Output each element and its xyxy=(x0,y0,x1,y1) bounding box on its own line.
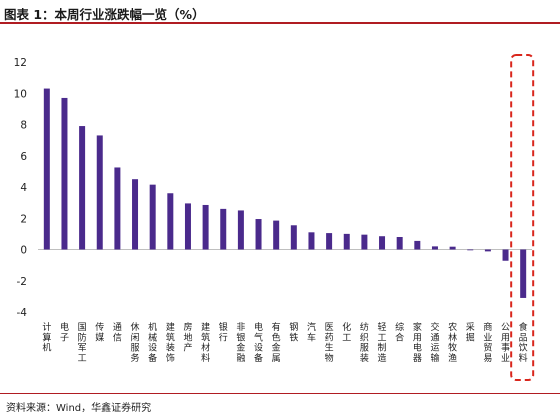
source-divider xyxy=(0,393,560,394)
category-label: 计算机 xyxy=(42,321,51,354)
category-label: 非银金融 xyxy=(236,321,245,364)
industry-change-bar-chart: -4 -2 0 2 4 6 8 10 12 计算机电子国防军工传媒通信休闲服务机械设备建筑装饰房地… xyxy=(14,54,535,381)
bar-建筑装饰 xyxy=(167,193,174,250)
y-tick-label: 4 xyxy=(20,182,27,194)
bar-休闲服务 xyxy=(132,179,139,250)
category-label: 建筑装饰 xyxy=(166,321,175,364)
category-label: 医药生物 xyxy=(325,322,334,364)
category-label: 综合 xyxy=(395,321,404,343)
category-label: 汽车 xyxy=(307,321,316,343)
category-label: 银行 xyxy=(219,321,228,343)
bar-银行 xyxy=(220,208,227,250)
category-label: 商业贸易 xyxy=(483,321,492,364)
category-label: 机械设备 xyxy=(148,321,157,364)
y-tick-label: 12 xyxy=(14,57,27,69)
bar-房地产 xyxy=(184,203,191,250)
y-tick-label: 2 xyxy=(20,213,27,225)
category-label: 纺织服装 xyxy=(360,321,369,364)
category-label: 公用事业 xyxy=(501,322,510,364)
category-label: 钢铁 xyxy=(289,321,298,343)
bar-国防军工 xyxy=(79,126,86,250)
figure-header: 图表 1：本周行业涨跌幅一览（%） xyxy=(0,0,560,26)
category-label: 通信 xyxy=(113,322,122,343)
category-label: 建筑材料 xyxy=(201,321,210,364)
category-label: 农林牧渔 xyxy=(448,321,457,364)
category-label: 传媒 xyxy=(95,321,104,343)
bar-商业贸易 xyxy=(484,249,491,252)
bar-家用电器 xyxy=(414,240,421,250)
bar-钢铁 xyxy=(290,225,297,250)
bar-医药生物 xyxy=(326,233,333,250)
bar-电气设备 xyxy=(255,219,262,250)
highlight-box xyxy=(510,54,535,381)
bar-电子 xyxy=(61,97,68,250)
category-label: 轻工制造 xyxy=(378,321,387,364)
category-label: 电气设备 xyxy=(254,321,263,364)
figure-title: 图表 1：本周行业涨跌幅一览（%） xyxy=(4,7,205,22)
bar-机械设备 xyxy=(149,184,156,250)
bar-有色金属 xyxy=(273,220,280,250)
category-label: 家用电器 xyxy=(413,321,422,364)
category-label: 有色金属 xyxy=(272,321,281,364)
source-note: 资料来源：Wind，华鑫证券研究 xyxy=(6,403,152,414)
y-tick-label: 8 xyxy=(20,120,27,132)
title-divider xyxy=(0,22,560,24)
y-tick-label: 0 xyxy=(20,245,27,257)
category-label: 休闲服务 xyxy=(131,321,140,364)
bar-建筑材料 xyxy=(202,204,209,250)
bar-轻工制造 xyxy=(379,236,386,250)
bar-化工 xyxy=(343,233,350,250)
category-label: 采掘 xyxy=(466,322,475,343)
bar-交通运输 xyxy=(431,246,438,250)
bar-公用事业 xyxy=(502,249,509,261)
category-label: 房地产 xyxy=(183,321,192,354)
category-label: 国防军工 xyxy=(78,322,87,364)
category-label: 化工 xyxy=(342,321,351,343)
bar-食品饮料 xyxy=(520,249,527,298)
bar-计算机 xyxy=(43,88,50,250)
bar-汽车 xyxy=(308,232,315,250)
category-label: 食品饮料 xyxy=(519,321,528,364)
bar-综合 xyxy=(396,237,403,250)
bar-农林牧渔 xyxy=(449,246,456,250)
category-label: 交通运输 xyxy=(430,321,439,364)
y-tick-label: -4 xyxy=(17,307,28,319)
bar-通信 xyxy=(114,167,121,250)
bar-非银金融 xyxy=(237,210,244,250)
category-label: 电子 xyxy=(60,321,69,343)
bar-纺织服装 xyxy=(361,234,368,250)
bar-采掘 xyxy=(467,249,474,251)
y-tick-label: -2 xyxy=(17,276,27,288)
y-tick-label: 10 xyxy=(14,88,27,100)
y-tick-label: 6 xyxy=(20,151,27,163)
bar-传媒 xyxy=(96,135,103,250)
